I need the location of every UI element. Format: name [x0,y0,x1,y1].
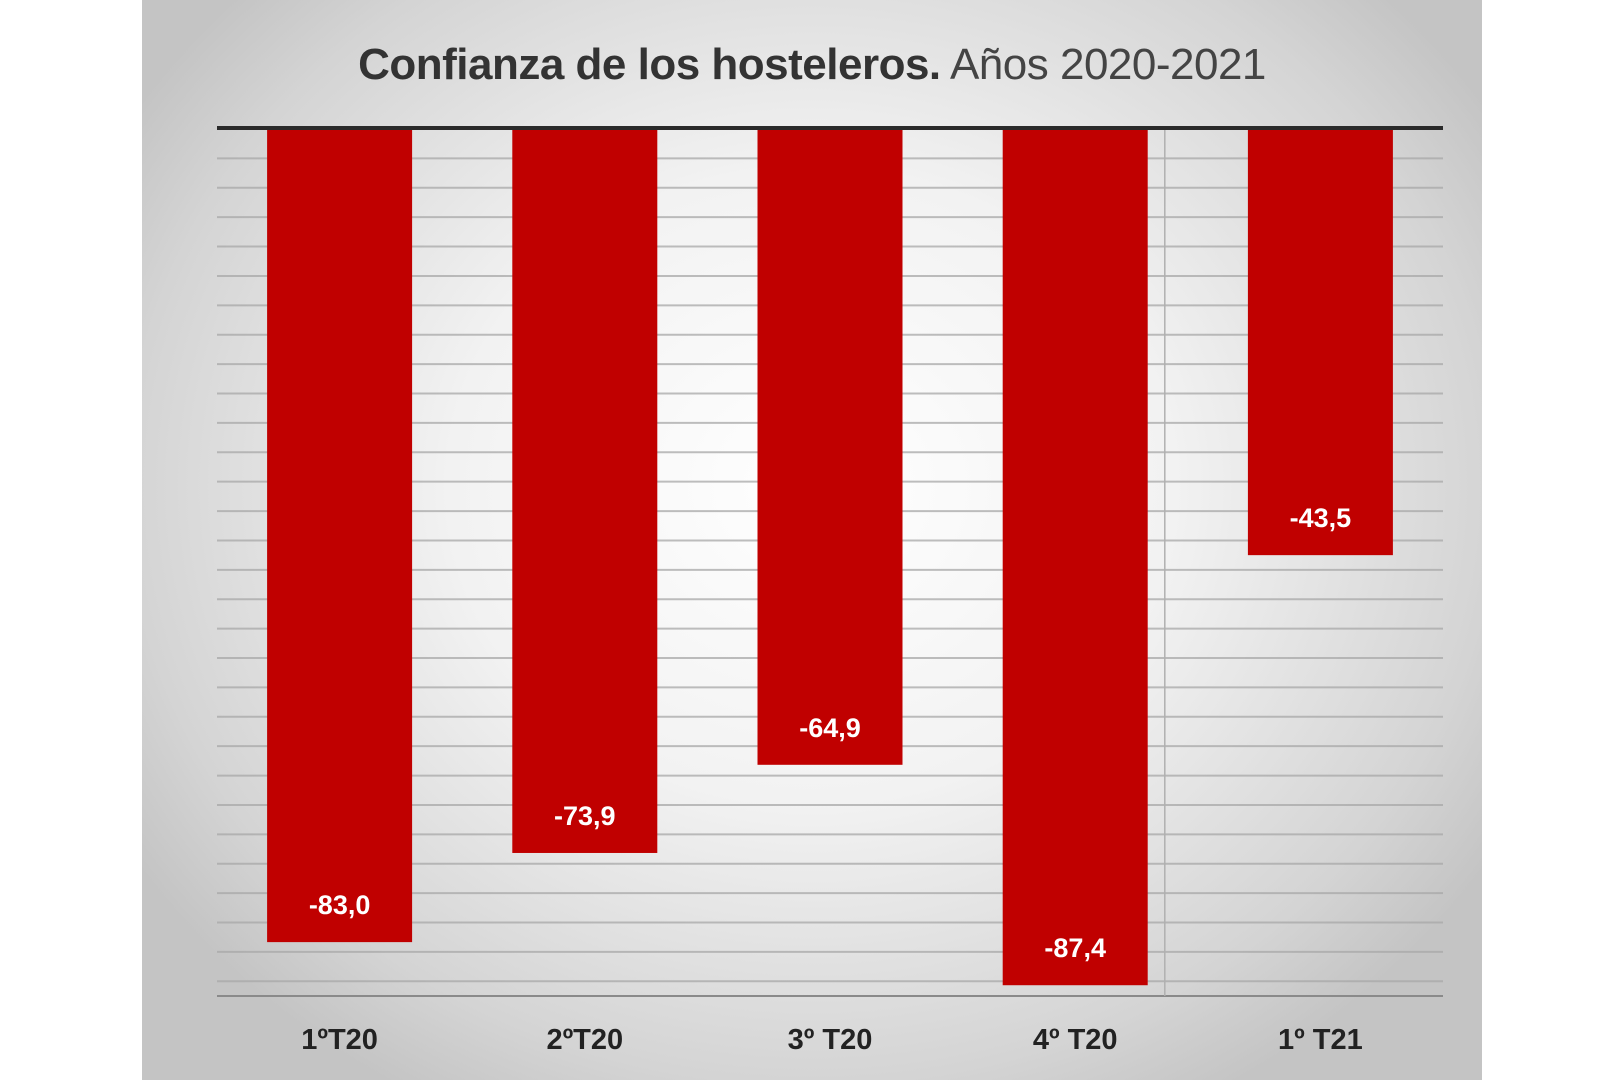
bar-1 [512,129,658,853]
data-label-3: -87,4 [1044,933,1106,963]
data-label-4: -43,5 [1290,503,1352,533]
bar-4 [1247,129,1393,556]
bar-0 [267,129,413,943]
category-label-2: 3º T20 [788,1024,873,1056]
data-label-2: -64,9 [799,713,861,743]
title-bold: Confianza de los hosteleros. [358,40,941,89]
category-label-3: 4º T20 [1033,1024,1118,1056]
category-label-0: 1ºT20 [301,1024,378,1056]
category-label-4: 1º T21 [1278,1024,1363,1056]
data-label-0: -83,0 [309,890,371,920]
chart-title: Confianza de los hosteleros. Años 2020-2… [142,40,1482,90]
bar-3 [1002,129,1148,986]
bar-2 [757,129,903,765]
category-label-1: 2ºT20 [546,1024,623,1056]
data-label-1: -73,9 [554,801,616,831]
title-subtitle: Años 2020-2021 [949,40,1266,89]
